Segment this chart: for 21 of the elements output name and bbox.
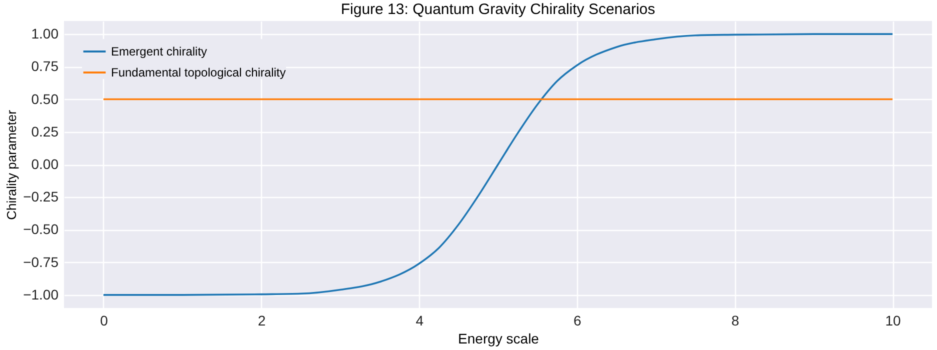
y-tick-label: 0.75 [31,58,59,74]
x-axis-title: Energy scale [458,330,540,346]
x-tick-label: 10 [885,312,902,328]
line-series [102,33,894,296]
chart-title: Figure 13: Quantum Gravity Chirality Scenarios [340,1,656,18]
y-tick-label: −0.75 [23,254,59,270]
y-tick-label: −0.25 [23,188,59,205]
y-tick-label: 0.50 [31,90,59,107]
y-tick-label: 0.00 [31,156,59,172]
x-tick-label: 8 [731,312,740,328]
y-tick-label: 1.00 [31,26,59,42]
legend-label: Emergent chirality [111,44,208,58]
x-tick-label: 4 [416,312,424,328]
x-tick-label: 2 [258,312,266,328]
legend-label: Fundamental topological chirality [111,66,286,80]
y-tick-label: 0.25 [31,123,59,140]
y-axis-title: Chirality parameter [4,109,20,220]
x-tick-label: 0 [100,312,108,328]
x-tick-label: 6 [574,312,582,328]
y-tick-label: −1.00 [23,286,59,302]
y-tick-label: −0.50 [23,221,59,238]
